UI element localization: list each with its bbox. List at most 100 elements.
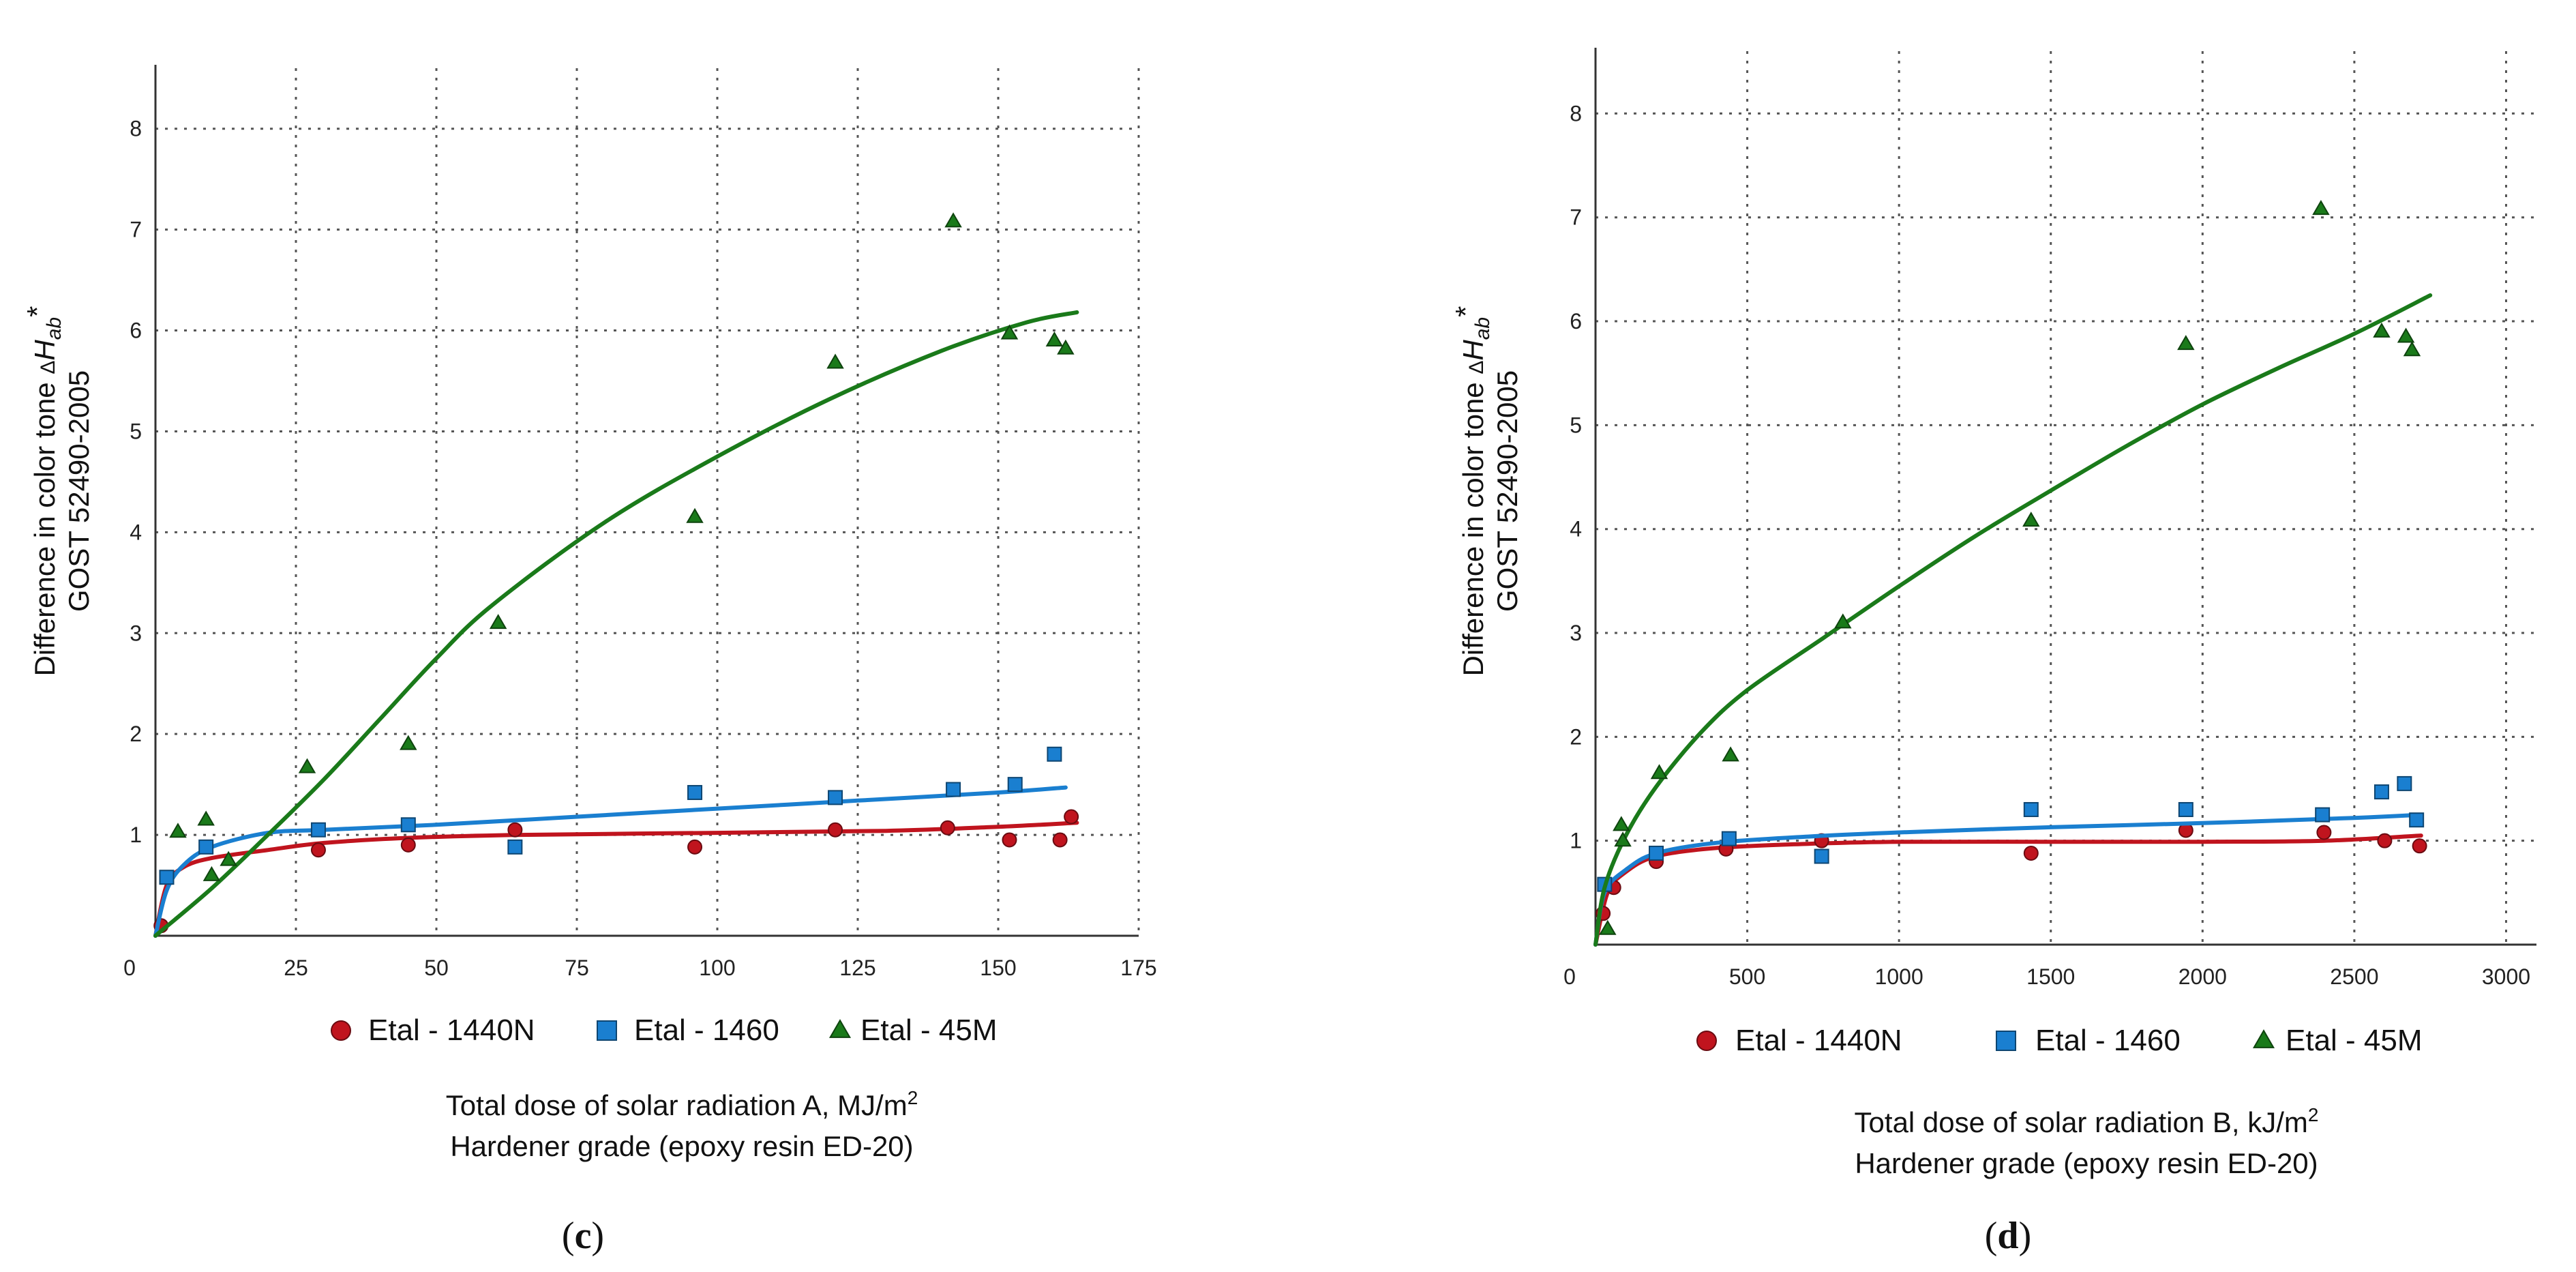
- legend-marker: [1996, 1031, 2016, 1051]
- legend-marker: [2252, 1029, 2275, 1048]
- x-axis-label-line-2: Hardener grade (epoxy resin ED-20): [1855, 1147, 2318, 1179]
- data-point: [1045, 331, 1064, 346]
- data-point: [400, 735, 417, 750]
- y-axis-label-line-1: Difference in color tone ΔHab*: [21, 306, 65, 677]
- y-tick-label: 8: [130, 117, 142, 141]
- y-tick-label: 4: [130, 520, 142, 544]
- fit-line: [1593, 293, 2433, 947]
- data-point: [1649, 845, 1664, 861]
- legend-label: Etal - 1460: [634, 1014, 779, 1047]
- y-axis-label-line-2: GOST 52490-2005: [1491, 370, 1523, 612]
- data-point: [2373, 322, 2391, 338]
- data-point: [2377, 833, 2393, 848]
- data-point: [400, 837, 416, 853]
- legend-marker: [597, 1020, 617, 1041]
- y-tick-label: 5: [1570, 413, 1582, 437]
- data-point: [203, 866, 221, 881]
- panel-label: (d): [1985, 1215, 2031, 1257]
- x-tick-label: 100: [699, 956, 735, 980]
- data-point: [1052, 832, 1068, 848]
- data-point: [2312, 200, 2330, 216]
- data-point: [310, 842, 326, 858]
- data-point: [220, 851, 237, 866]
- y-axis-label-line-2: GOST 52490-2005: [63, 370, 95, 612]
- legend-marker: [331, 1020, 351, 1041]
- data-point: [298, 758, 316, 773]
- y-tick-label: 1: [1570, 829, 1582, 853]
- y-tick-label: 5: [130, 419, 142, 443]
- x-tick-label: 75: [565, 956, 589, 980]
- y-tick-label: 3: [1570, 621, 1582, 645]
- series-2: [153, 212, 1079, 938]
- data-point: [2409, 812, 2425, 828]
- x-tick-label: 1000: [1875, 964, 1923, 989]
- y-tick-label: 8: [1570, 101, 1582, 125]
- y-tick-label: 6: [1570, 309, 1582, 334]
- data-point: [310, 822, 326, 838]
- chart-panel-d: 1 2 3 4 5 6 7 8 500 1000 1500 2000 2500 3000 0 Differen…: [1450, 48, 2536, 1257]
- grid: [155, 68, 1140, 936]
- legend-label: Etal - 1440N: [368, 1014, 535, 1047]
- data-point: [1007, 777, 1023, 793]
- data-point: [828, 790, 843, 805]
- data-point: [1057, 339, 1075, 355]
- data-point: [2397, 327, 2415, 343]
- data-point: [489, 614, 507, 630]
- legend-label: Etal - 45M: [2286, 1024, 2423, 1057]
- x-tick-label: 50: [424, 956, 449, 980]
- y-axis-label-line-1: Difference in color tone ΔHab*: [1450, 306, 1494, 677]
- data-point: [1814, 848, 1829, 864]
- y-tick-label: 6: [130, 319, 142, 343]
- legend-marker: [1696, 1031, 1717, 1051]
- data-point: [2373, 784, 2389, 800]
- data-point: [169, 823, 187, 838]
- data-point: [2178, 801, 2193, 817]
- data-point: [828, 822, 843, 838]
- x-axis-label-line-1: Total dose of solar radiation A, MJ/m2: [446, 1087, 918, 1121]
- data-point: [507, 822, 523, 838]
- data-point: [2397, 775, 2412, 791]
- data-point: [686, 507, 704, 523]
- series-0: [153, 809, 1079, 938]
- x-tick-label: 3000: [2482, 964, 2530, 989]
- y-tick-label: 2: [130, 722, 142, 746]
- data-point: [1599, 919, 1617, 935]
- fit-line: [153, 820, 1079, 938]
- series-1: [153, 746, 1068, 938]
- data-point: [2022, 512, 2040, 527]
- data-point: [1000, 324, 1019, 340]
- x-axis-label-line-1: Total dose of solar radiation B, kJ/m2: [1855, 1104, 2319, 1138]
- y-tick-label: 2: [1570, 724, 1582, 749]
- series-1: [1593, 775, 2425, 947]
- fit-line: [1593, 812, 2423, 947]
- data-point: [1722, 746, 1739, 762]
- data-point: [687, 839, 703, 855]
- data-point: [507, 839, 523, 855]
- data-point: [2403, 341, 2421, 357]
- data-point: [2316, 825, 2332, 840]
- chart-panel-c: 1 2 3 4 5 6 7 8 25 50 75 100 125 150 175 0 Difference in…: [21, 65, 1157, 1257]
- fit-line: [153, 785, 1068, 938]
- legend-marker: [828, 1019, 852, 1038]
- data-point: [1834, 613, 1852, 629]
- panel-label: (c): [562, 1215, 604, 1257]
- x-axis-label-line-2: Hardener grade (epoxy resin ED-20): [450, 1130, 913, 1162]
- data-point: [198, 839, 214, 855]
- legend: Etal - 1440N Etal - 1460 Etal - 45M: [1696, 1024, 2423, 1057]
- data-point: [1064, 809, 1079, 825]
- legend: Etal - 1440N Etal - 1460 Etal - 45M: [331, 1014, 998, 1047]
- x-tick-label: 2000: [2178, 964, 2227, 989]
- grid: [1596, 51, 2536, 945]
- y-tick-label: 7: [1570, 205, 1582, 230]
- y-tick-label: 4: [1570, 517, 1582, 542]
- data-point: [197, 810, 215, 826]
- data-point: [1613, 816, 1630, 831]
- data-point: [940, 820, 955, 835]
- data-point: [400, 817, 416, 833]
- fit-line: [153, 310, 1079, 938]
- data-point: [2315, 807, 2331, 823]
- data-point: [946, 782, 961, 797]
- data-point: [1002, 832, 1017, 848]
- data-point: [826, 353, 844, 369]
